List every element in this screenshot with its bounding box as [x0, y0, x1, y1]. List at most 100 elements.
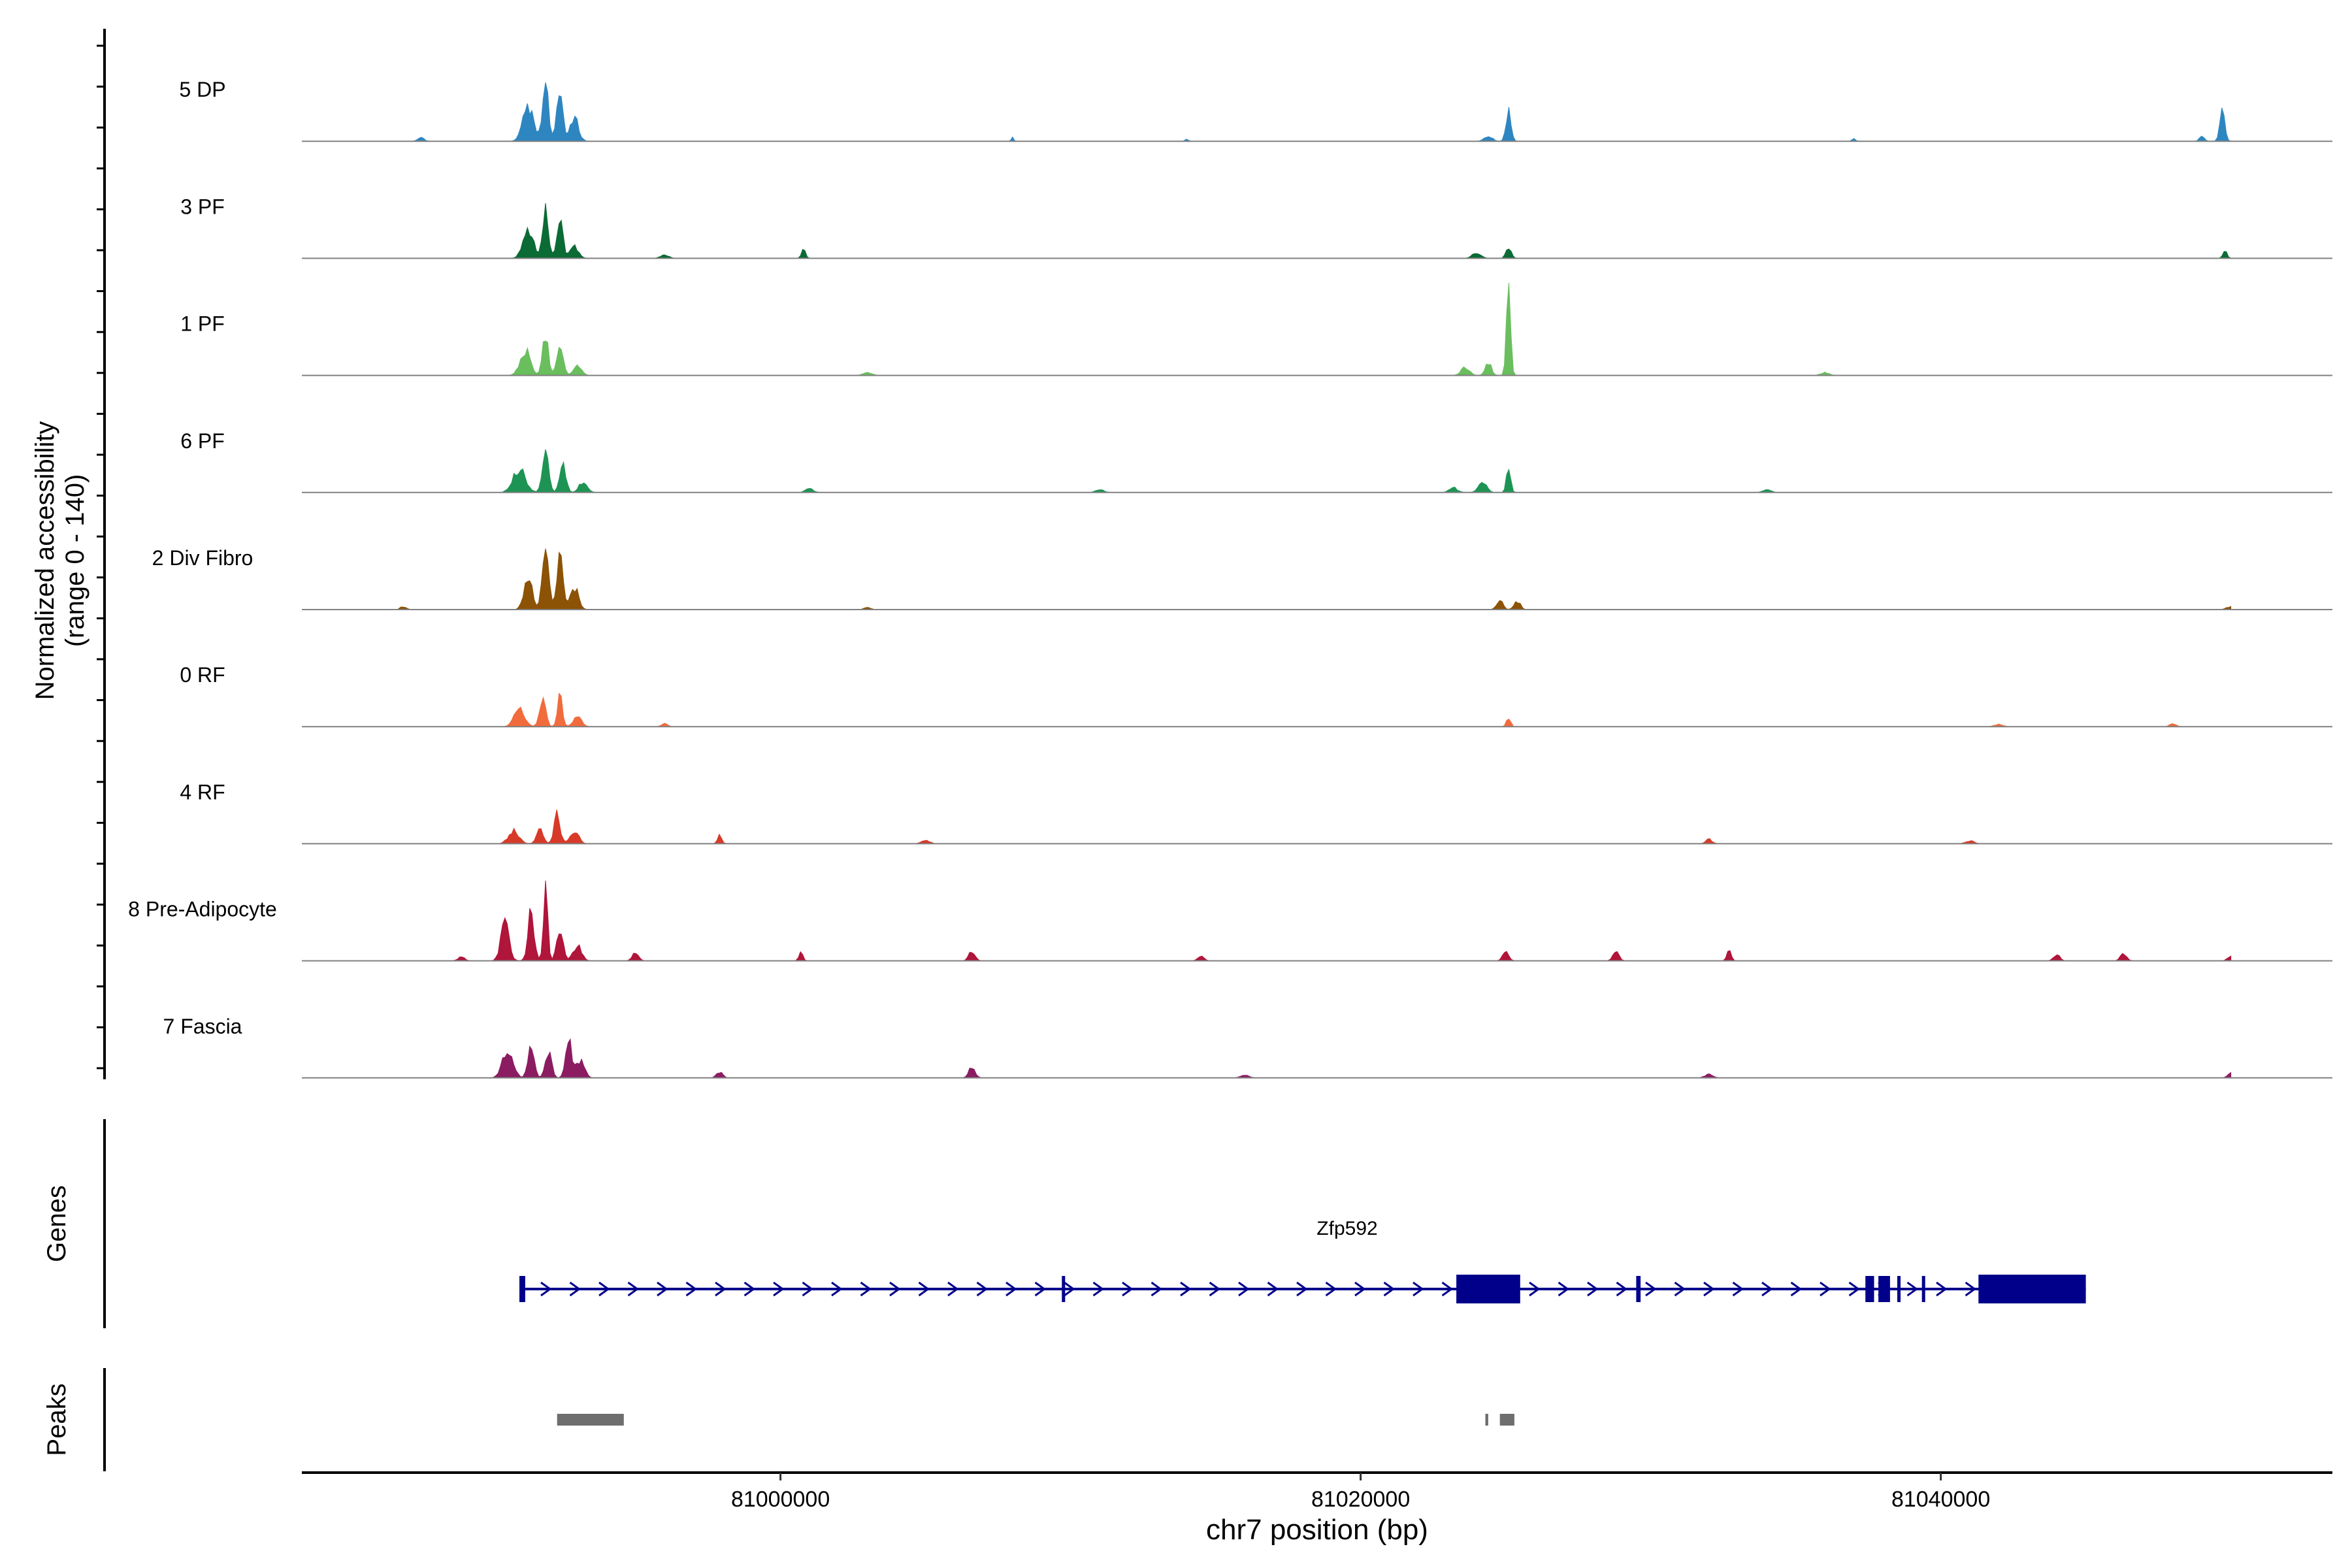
- strand-arrow: [598, 1281, 610, 1297]
- track-signal: [397, 880, 2232, 962]
- strand-arrow: [1645, 1281, 1657, 1297]
- accessibility-axis: Normalized accessibility (range 0 - 140): [31, 29, 106, 1079]
- gene-exon: [1897, 1276, 1901, 1302]
- track-label: 2 Div Fibro: [152, 546, 253, 570]
- strand-arrow: [1092, 1281, 1105, 1297]
- strand-arrow: [1703, 1281, 1715, 1297]
- strand-arrow: [1354, 1281, 1366, 1297]
- strand-arrow: [831, 1281, 843, 1297]
- peak-region: [557, 1414, 624, 1426]
- x-tick-label: 81020000: [1311, 1487, 1410, 1512]
- track-1: 5 DP: [179, 78, 2332, 142]
- strand-arrow: [1820, 1281, 1831, 1297]
- strand-arrow: [889, 1281, 901, 1297]
- strand-arrow: [1383, 1281, 1396, 1297]
- track-signal: [397, 282, 2231, 376]
- track-4: 6 PF: [180, 429, 2332, 493]
- strand-arrow: [860, 1281, 872, 1297]
- track-signal: [397, 693, 2231, 727]
- accessibility-axis-ticks: [97, 44, 105, 1070]
- genes-label: Genes: [42, 1185, 71, 1262]
- peak-region: [1485, 1414, 1488, 1426]
- track-signal: [397, 809, 2231, 844]
- strand-arrow: [1529, 1281, 1541, 1297]
- track-3: 1 PF: [180, 282, 2332, 376]
- gene-exon: [1636, 1276, 1641, 1302]
- peak-region: [1499, 1414, 1514, 1426]
- strand-arrow: [802, 1281, 814, 1297]
- strand-arrow: [569, 1281, 581, 1297]
- strand-arrow: [1180, 1281, 1192, 1297]
- strand-arrow: [743, 1281, 756, 1297]
- strand-arrow: [1325, 1281, 1337, 1297]
- strand-arrow: [685, 1281, 698, 1297]
- gene-exon: [1978, 1275, 2086, 1303]
- strand-arrow: [1064, 1281, 1075, 1297]
- track-signal: [397, 203, 2232, 259]
- x-axis: 81000000 81020000 81040000 chr7 position (…: [302, 1471, 2332, 1546]
- x-tick-label: 81040000: [1891, 1487, 1990, 1512]
- peaks-label: Peaks: [42, 1383, 71, 1456]
- strand-arrow: [1267, 1281, 1279, 1297]
- gene-exon: [1878, 1276, 1890, 1302]
- coverage-tracks: 5 DP 3 PF 1 PF 6 PF 2 Div Fibro 0 RF 4 RF 8 Pre…: [128, 78, 2332, 1079]
- track-label: 5 DP: [179, 78, 225, 101]
- track-signal: [397, 548, 2232, 610]
- strand-arrow: [657, 1281, 668, 1297]
- track-label: 4 RF: [180, 780, 225, 804]
- genes-panel: Genes Zfp592: [42, 1119, 2086, 1328]
- gene-name-label: Zfp592: [1316, 1218, 1377, 1239]
- track-label: 7 Fascia: [163, 1015, 242, 1038]
- y-axis-label-line1: Normalized accessibility: [31, 421, 59, 700]
- strand-arrow: [540, 1281, 552, 1297]
- gene-exon: [519, 1276, 525, 1302]
- gene-exon: [1456, 1275, 1520, 1303]
- strand-arrow: [1732, 1281, 1744, 1297]
- track-2: 3 PF: [180, 195, 2332, 259]
- strand-arrow: [1122, 1281, 1134, 1297]
- strand-arrow: [947, 1281, 959, 1297]
- strand-arrow: [1965, 1281, 1977, 1297]
- track-signal: [397, 449, 2231, 493]
- x-axis-title: chr7 position (bp): [1206, 1514, 1428, 1546]
- strand-arrow: [1209, 1281, 1221, 1297]
- track-label: 8 Pre-Adipocyte: [128, 898, 277, 921]
- strand-arrow: [1413, 1281, 1424, 1297]
- strand-arrow: [1761, 1281, 1773, 1297]
- strand-arrow: [1616, 1281, 1628, 1297]
- strand-arrow: [627, 1281, 640, 1297]
- peak-regions: [557, 1414, 1514, 1426]
- strand-arrow: [1034, 1281, 1047, 1297]
- track-label: 0 RF: [180, 663, 225, 687]
- x-axis-ticks: 81000000 81020000 81040000: [731, 1473, 1990, 1512]
- track-5: 2 Div Fibro: [152, 546, 2332, 610]
- peaks-panel: Peaks: [42, 1368, 1514, 1471]
- strand-arrow: [773, 1281, 785, 1297]
- strand-arrow: [918, 1281, 930, 1297]
- track-signal: [397, 82, 2232, 142]
- track-6: 0 RF: [180, 663, 2332, 728]
- gene-exon: [1062, 1276, 1066, 1302]
- strand-arrow: [1936, 1281, 1948, 1297]
- strand-arrow: [1790, 1281, 1803, 1297]
- strand-arrow: [1587, 1281, 1599, 1297]
- strand-arrow: [1238, 1281, 1250, 1297]
- track-label: 3 PF: [180, 195, 225, 218]
- strand-arrow: [1441, 1281, 1454, 1297]
- strand-arrow: [715, 1281, 727, 1297]
- track-label: 1 PF: [180, 312, 225, 336]
- strand-arrow: [1005, 1281, 1017, 1297]
- strand-arrow: [1674, 1281, 1686, 1297]
- track-label: 6 PF: [180, 429, 225, 453]
- gene-model: [519, 1275, 2086, 1303]
- strand-arrow: [1151, 1281, 1163, 1297]
- strand-arrow: [1296, 1281, 1308, 1297]
- strand-arrow: [1906, 1281, 1919, 1297]
- track-signal: [397, 1038, 2232, 1079]
- track-8: 8 Pre-Adipocyte: [128, 880, 2332, 962]
- track-9: 7 Fascia: [163, 1015, 2332, 1079]
- gene-exon: [1921, 1276, 1925, 1302]
- strand-arrow: [976, 1281, 988, 1297]
- gene-exon: [1865, 1276, 1874, 1302]
